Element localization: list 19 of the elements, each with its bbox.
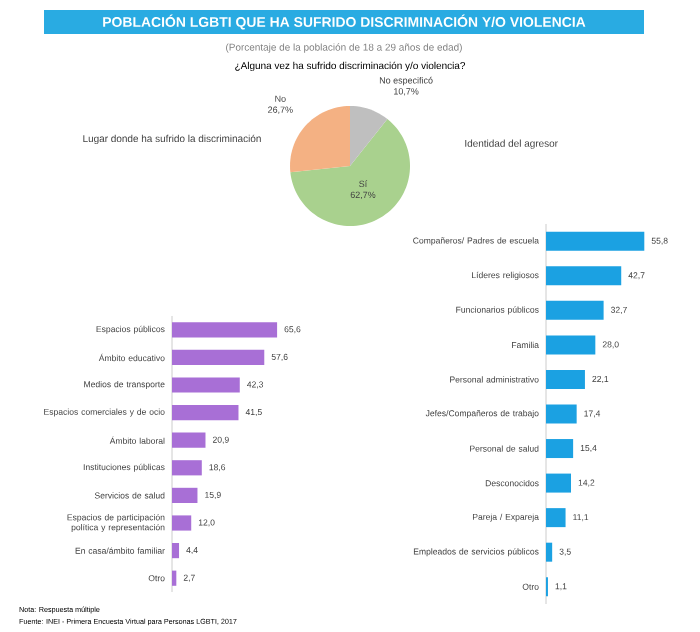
bar [172,322,278,338]
bar [172,515,192,531]
bar [546,266,622,286]
bar [546,473,572,493]
bar [546,369,585,389]
bar [546,231,645,251]
bar [546,439,574,459]
bar [172,349,265,365]
bar [172,543,180,559]
bar [172,432,206,448]
bar [172,377,240,393]
bar [546,542,553,562]
bar [546,508,566,528]
bar [172,460,202,476]
bar [546,404,577,424]
bar [172,405,239,421]
bar [546,335,596,355]
bar [172,487,198,503]
bar [546,300,604,320]
